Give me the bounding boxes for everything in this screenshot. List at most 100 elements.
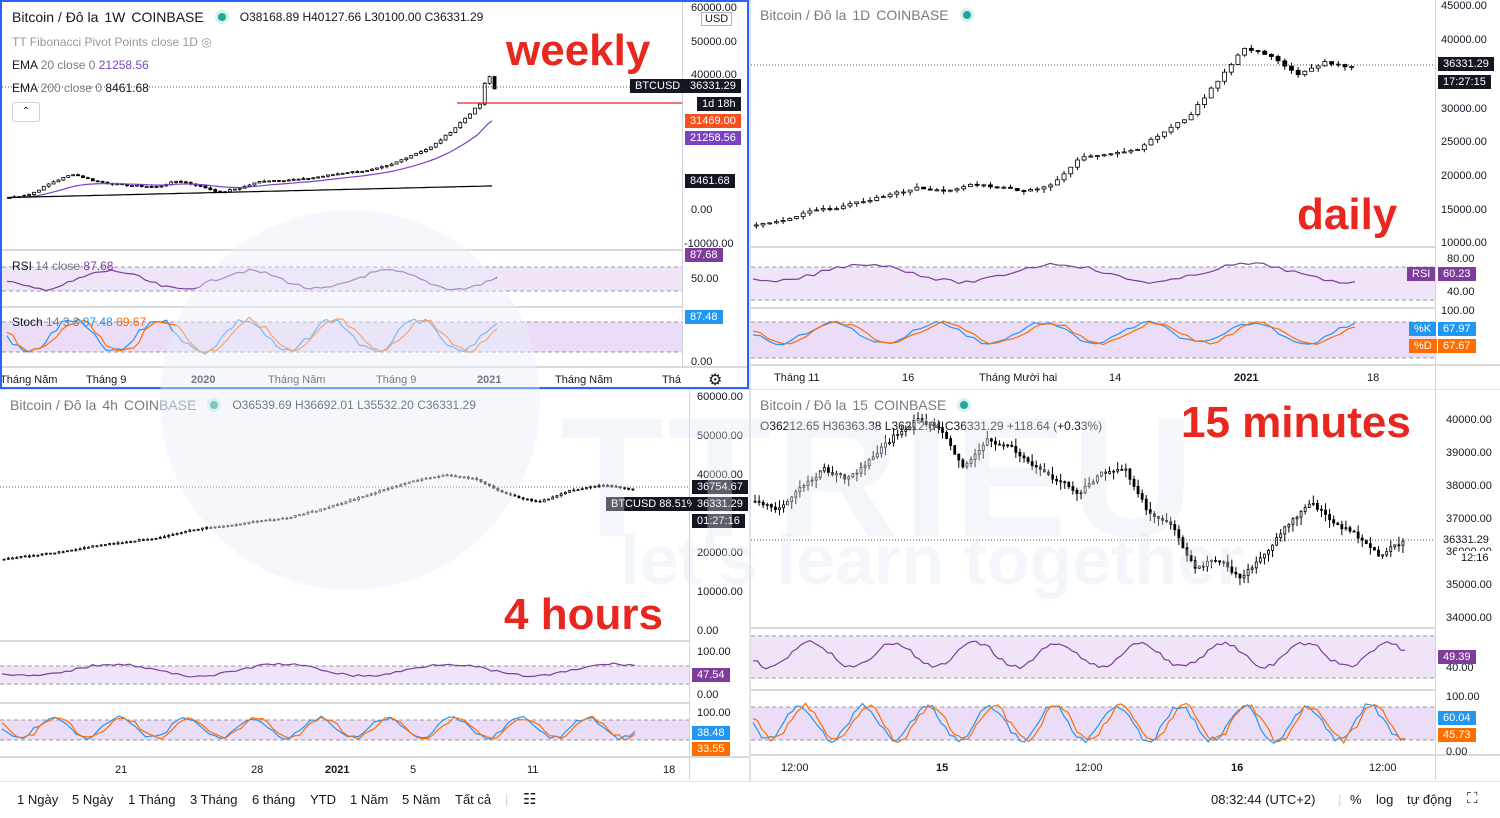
candle-body xyxy=(291,178,296,181)
range-button-5d[interactable]: 5 Ngày xyxy=(72,792,114,807)
candle-body xyxy=(141,539,145,542)
candle-body xyxy=(1255,50,1261,52)
rsi-legend[interactable]: RSI 14 close 87.68 xyxy=(12,259,113,273)
settings-gear-icon[interactable]: ⚙ xyxy=(708,372,723,389)
candle-body xyxy=(23,555,27,558)
range-button-1m[interactable]: 1 Tháng xyxy=(128,792,176,807)
candle-body xyxy=(601,484,605,487)
ohlc-high: H40127.66 xyxy=(302,10,362,24)
candle-body xyxy=(916,418,920,421)
rsi-value: 87.68 xyxy=(83,259,114,273)
collapse-legend-button[interactable]: ⌃ xyxy=(12,102,40,122)
rsi-name: RSI xyxy=(12,259,33,273)
candle-body xyxy=(1214,559,1217,562)
candle-body xyxy=(1197,565,1201,569)
interval-label[interactable]: 1D xyxy=(852,7,871,23)
market-status-icon xyxy=(962,11,971,19)
candle-body xyxy=(1299,510,1303,518)
auto-scale-toggle[interactable]: tự động xyxy=(1407,792,1452,807)
candle-body xyxy=(1389,546,1393,553)
symbol-title[interactable]: Bitcoin / Đô la xyxy=(760,7,847,23)
candle-body xyxy=(492,76,497,90)
candle-body xyxy=(1152,513,1156,518)
interval-label[interactable]: 4h xyxy=(102,397,118,413)
price-axis-border xyxy=(1435,390,1436,780)
candle-body xyxy=(1311,502,1315,505)
candle-body xyxy=(1054,179,1060,186)
candle-body xyxy=(874,196,880,201)
date-range-icon[interactable]: ☷ xyxy=(523,791,537,808)
pane-4h[interactable]: Bitcoin / Đô la 4h COINBASE O36539.69 H3… xyxy=(0,390,749,780)
log-scale-toggle[interactable]: log xyxy=(1376,792,1394,807)
candle-body xyxy=(1218,560,1221,563)
candle-body xyxy=(998,443,1001,446)
candle-body xyxy=(1336,522,1340,526)
range-button-1d[interactable]: 1 Ngày xyxy=(17,792,59,807)
pane-15m[interactable]: Bitcoin / Đô la 15 COINBASE O36212.65 H3… xyxy=(751,390,1500,780)
candle-body xyxy=(1364,539,1368,545)
candle-body xyxy=(1377,549,1380,557)
candle-body xyxy=(458,475,462,478)
timeframe-label: 4 hours xyxy=(504,590,663,639)
candle-body xyxy=(1002,444,1006,447)
x-axis-label: 21 xyxy=(115,764,128,776)
symbol-title[interactable]: Bitcoin / Đô la xyxy=(10,397,97,413)
range-button-3m[interactable]: 3 Tháng xyxy=(190,792,238,807)
candle-body xyxy=(760,223,766,226)
candle-body xyxy=(336,504,339,507)
candle-body xyxy=(85,177,90,180)
pane-daily[interactable]: Bitcoin / Đô la 1D COINBASE daily 45000.… xyxy=(751,0,1500,389)
candle-body xyxy=(468,113,472,119)
candle-body xyxy=(345,172,350,175)
range-button-5y[interactable]: 5 Năm xyxy=(402,792,441,807)
indicator-band xyxy=(751,707,1435,740)
vertical-pane-divider[interactable] xyxy=(749,0,751,781)
candle-body xyxy=(1344,527,1348,530)
indicator-band xyxy=(751,267,1435,300)
horizontal-pane-divider[interactable] xyxy=(0,389,1500,390)
percent-scale-toggle[interactable]: % xyxy=(1350,792,1362,807)
range-button-6m[interactable]: 6 tháng xyxy=(252,792,296,807)
range-button-all[interactable]: Tất cả xyxy=(455,792,492,807)
candle-body xyxy=(1289,65,1294,71)
x-axis-label: 2021 xyxy=(477,374,502,386)
candle-body xyxy=(1202,97,1207,105)
candle-body xyxy=(389,163,394,167)
candle-body xyxy=(27,194,31,196)
ema200-legend[interactable]: EMA 200 close 0 8461.68 xyxy=(12,81,149,95)
interval-label[interactable]: 15 xyxy=(852,397,868,413)
ohlc-low: L35532.20 xyxy=(357,398,414,412)
candle-body xyxy=(139,184,144,187)
clock-timezone[interactable]: 08:32:44 (UTC+2) xyxy=(1211,792,1316,807)
range-button-ytd[interactable]: YTD xyxy=(310,792,336,807)
range-button-1y[interactable]: 1 Năm xyxy=(350,792,389,807)
currency-label[interactable]: USD xyxy=(701,12,733,26)
fullscreen-icon[interactable]: ⛶ xyxy=(1467,790,1478,807)
candle-body xyxy=(133,540,137,543)
interval-label[interactable]: 1W xyxy=(104,9,126,25)
candle-body xyxy=(66,175,71,178)
candle-body xyxy=(908,426,912,430)
symbol-title[interactable]: Bitcoin / Đô la xyxy=(760,397,847,413)
candle-body xyxy=(1188,114,1194,121)
stoch-k-line xyxy=(6,318,498,355)
pane-weekly[interactable]: Bitcoin / Đô la 1W COINBASE O38168.89 H4… xyxy=(0,0,749,389)
candle-body xyxy=(1121,151,1127,154)
candle-body xyxy=(1144,498,1148,511)
candle-body xyxy=(961,186,967,190)
stoch-legend[interactable]: Stoch 14 3 3 87.48 89.67 xyxy=(12,315,146,329)
candle-body xyxy=(179,181,183,183)
candle-body xyxy=(896,434,900,436)
ema20-legend[interactable]: EMA 20 close 0 21258.56 xyxy=(12,58,149,72)
candle-body xyxy=(112,542,116,545)
candle-body xyxy=(477,103,482,109)
candle-body xyxy=(1018,451,1022,457)
indicator-pivot-legend[interactable]: TT Fibonacci Pivot Points close 1D ◎ xyxy=(12,35,212,49)
hide-eye-icon[interactable]: ◎ xyxy=(201,35,212,49)
candle-body xyxy=(1320,508,1323,511)
m15-header: Bitcoin / Đô la 15 COINBASE xyxy=(760,397,976,413)
symbol-title[interactable]: Bitcoin / Đô la xyxy=(12,9,99,25)
candle-body xyxy=(183,181,188,184)
candle-body xyxy=(286,179,291,182)
candle-body xyxy=(1128,468,1132,480)
